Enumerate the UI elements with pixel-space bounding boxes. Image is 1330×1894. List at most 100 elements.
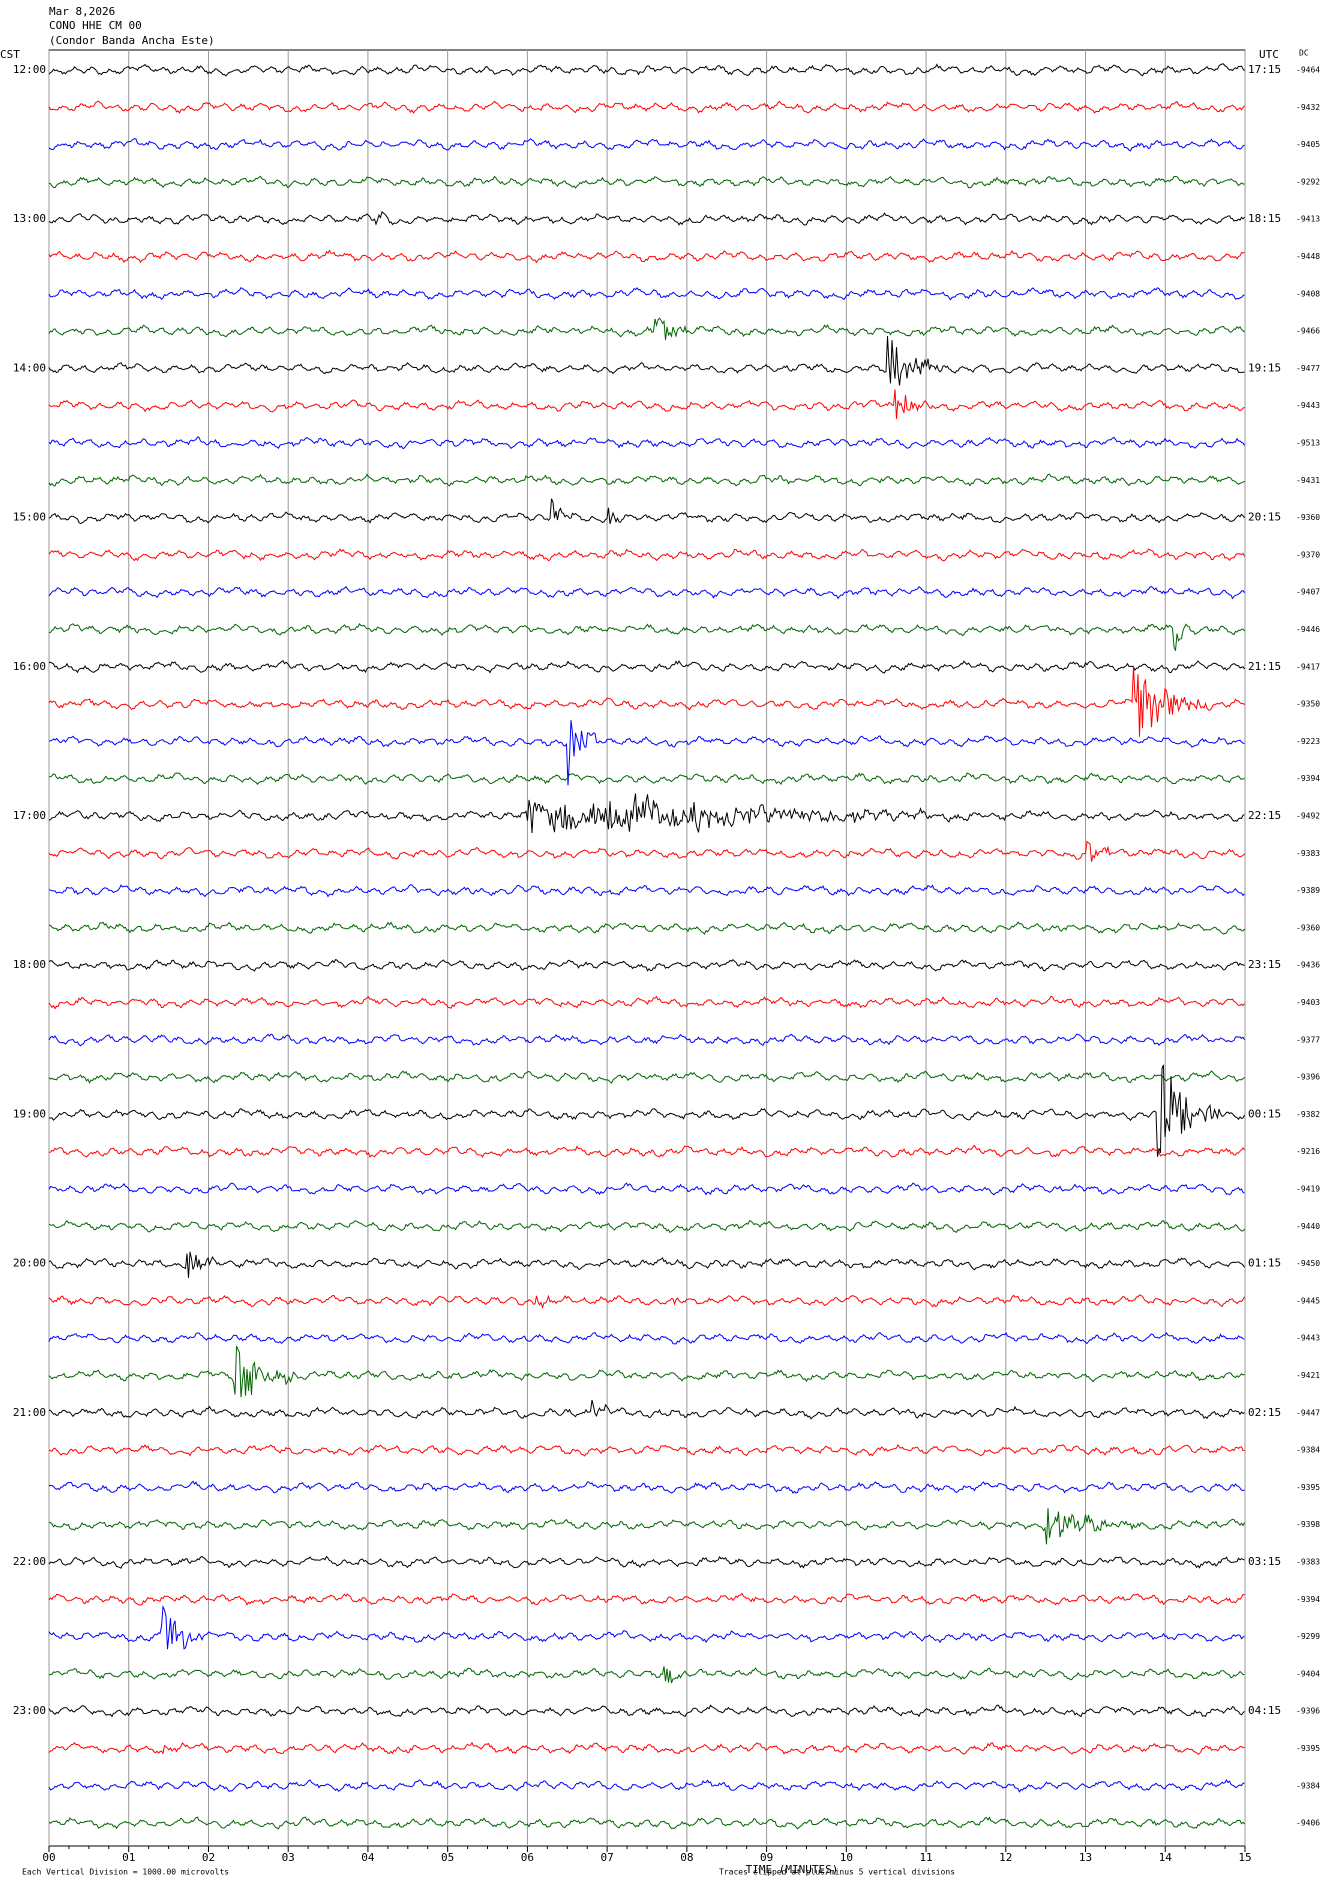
trace (48, 586, 1245, 600)
dc-label: -9377 (1296, 1035, 1320, 1044)
trace (48, 498, 1245, 525)
trace (48, 389, 1245, 419)
trace (48, 1345, 1245, 1398)
dc-label: -9450 (1296, 1259, 1320, 1268)
trace (48, 249, 1245, 264)
cst-label: 22:00 (13, 1555, 46, 1568)
cst-label: 23:00 (13, 1704, 46, 1717)
trace (48, 1666, 1245, 1684)
dc-label: -9443 (1296, 1334, 1320, 1343)
cst-label: 12:00 (13, 63, 46, 76)
dc-label: -9216 (1296, 1147, 1320, 1156)
trace (48, 1399, 1245, 1420)
trace (48, 1816, 1245, 1830)
trace (48, 1480, 1245, 1494)
x-tick-label: 09 (760, 1851, 773, 1864)
dc-label: -9443 (1296, 401, 1320, 410)
x-tick-label: 02 (202, 1851, 215, 1864)
dc-label: -9421 (1296, 1371, 1320, 1380)
trace (48, 473, 1245, 487)
x-tick-label: 11 (919, 1851, 932, 1864)
dc-label: -9382 (1296, 1110, 1320, 1119)
utc-label: 03:15 (1248, 1555, 1281, 1568)
dc-label: -9445 (1296, 1296, 1320, 1305)
x-tick-label: 04 (361, 1851, 375, 1864)
x-tick-label: 13 (1079, 1851, 1092, 1864)
trace (48, 436, 1245, 450)
x-tick-label: 07 (601, 1851, 614, 1864)
trace (48, 720, 1245, 786)
dc-label: -9432 (1296, 103, 1320, 112)
cst-label: 18:00 (13, 958, 46, 971)
trace (48, 659, 1245, 674)
trace (48, 1331, 1245, 1345)
trace (48, 995, 1245, 1010)
dc-label: -9394 (1296, 774, 1320, 783)
trace (48, 1741, 1245, 1755)
dc-label: -9350 (1296, 700, 1320, 709)
dc-label: -9464 (1296, 66, 1320, 75)
x-tick-label: 12 (999, 1851, 1012, 1864)
trace (48, 1294, 1245, 1310)
dc-label: -9448 (1296, 252, 1320, 261)
dc-label: -9431 (1296, 476, 1320, 485)
utc-label: 20:15 (1248, 511, 1281, 524)
cst-label: 13:00 (13, 212, 46, 225)
trace (48, 840, 1245, 862)
dc-label: -9406 (1296, 1819, 1320, 1828)
dc-label: -9223 (1296, 737, 1320, 746)
cst-label: 21:00 (13, 1406, 46, 1419)
utc-label: 01:15 (1248, 1257, 1281, 1270)
trace (48, 317, 1245, 341)
cst-title: CST (0, 48, 20, 61)
trace (49, 1064, 1245, 1157)
dc-label: -9360 (1296, 923, 1320, 932)
trace (48, 958, 1245, 972)
dc-label: -9395 (1296, 1483, 1320, 1492)
trace (48, 1555, 1245, 1569)
trace (48, 210, 1245, 226)
dc-label: -9408 (1296, 289, 1320, 298)
trace (48, 1443, 1245, 1457)
trace (48, 1220, 1245, 1234)
trace (48, 1508, 1245, 1545)
dc-label: -9360 (1296, 513, 1320, 522)
dc-label: -9477 (1296, 364, 1320, 373)
dc-label: -9413 (1296, 215, 1320, 224)
x-tick-label: 08 (680, 1851, 693, 1864)
dc-label: -9405 (1296, 140, 1320, 149)
dc-label: -9513 (1296, 439, 1320, 448)
trace (48, 63, 1245, 77)
utc-label: 19:15 (1248, 361, 1281, 374)
trace (48, 1182, 1245, 1196)
dc-label: -9394 (1296, 1595, 1320, 1604)
cst-label: 17:00 (13, 809, 46, 822)
x-tick-label: 00 (42, 1851, 55, 1864)
dc-label: -9395 (1296, 1744, 1320, 1753)
header-line: Mar 8,2026 (49, 5, 115, 18)
dc-label: -9383 (1296, 849, 1320, 858)
dc-label: -9440 (1296, 1222, 1320, 1231)
dc-label: -9292 (1296, 177, 1320, 186)
dc-label: -9396 (1296, 1707, 1320, 1716)
trace (48, 793, 1245, 834)
x-tick-label: 03 (282, 1851, 295, 1864)
dc-title: DC (1299, 49, 1309, 58)
x-tick-label: 01 (122, 1851, 135, 1864)
dc-label: -9436 (1296, 961, 1320, 970)
dc-label: -9384 (1296, 1781, 1320, 1790)
trace (48, 100, 1245, 114)
cst-label: 19:00 (13, 1107, 46, 1120)
trace (48, 1251, 1245, 1278)
trace (48, 1779, 1245, 1793)
utc-label: 17:15 (1248, 63, 1281, 76)
dc-label: -9492 (1296, 812, 1320, 821)
trace (48, 175, 1245, 189)
utc-label: 23:15 (1248, 958, 1281, 971)
trace (48, 772, 1245, 786)
trace (48, 1144, 1245, 1159)
utc-label: 02:15 (1248, 1406, 1281, 1419)
trace (48, 1704, 1245, 1718)
footer-left: Each Vertical Division = 1000.00 microvo… (22, 1868, 229, 1877)
header-line: CONO HHE CM 00 (49, 19, 142, 32)
